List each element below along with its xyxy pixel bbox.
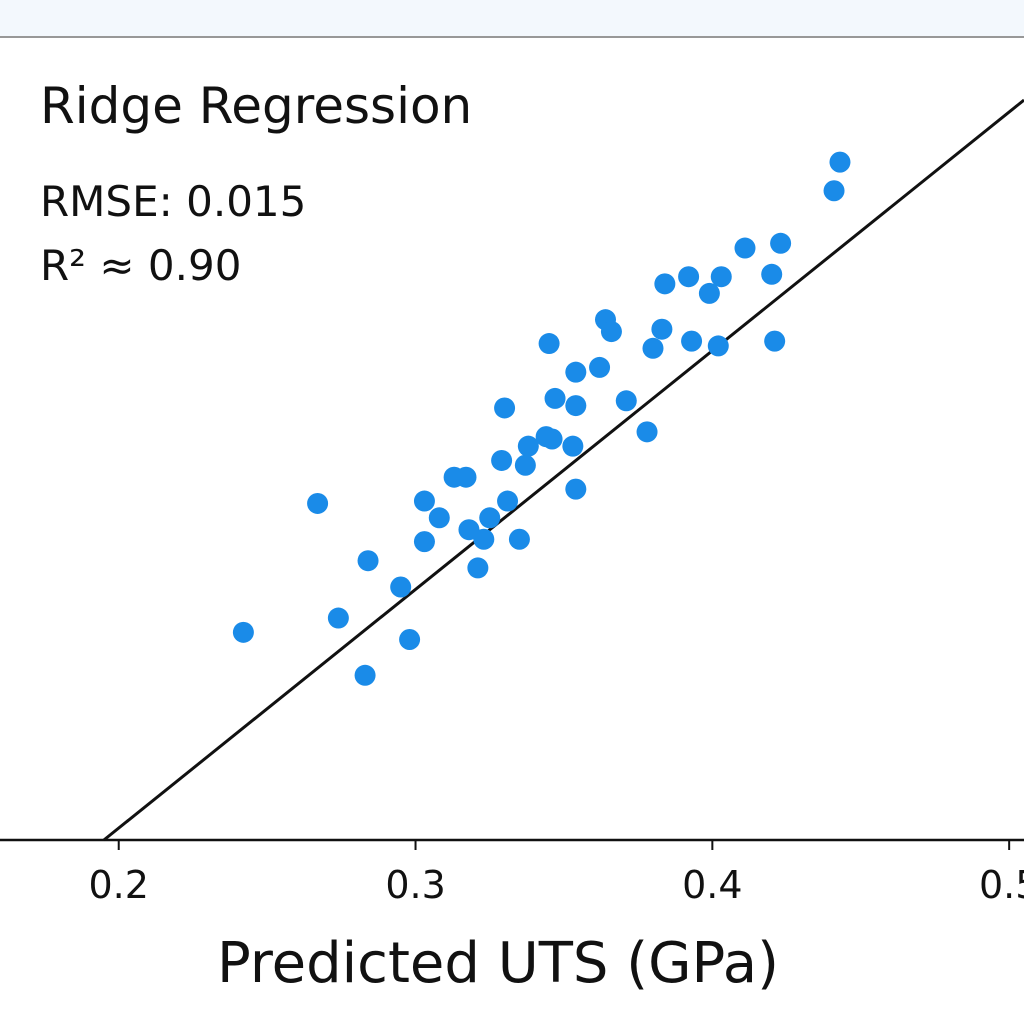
point bbox=[654, 273, 676, 295]
x-tick-label: 0.3 bbox=[385, 863, 445, 907]
point bbox=[455, 466, 477, 488]
point bbox=[458, 519, 480, 541]
x-tick-label: 0.4 bbox=[682, 863, 742, 907]
point bbox=[764, 330, 786, 352]
point bbox=[544, 387, 566, 409]
point bbox=[823, 180, 845, 202]
point bbox=[508, 528, 530, 550]
point bbox=[678, 266, 700, 288]
x-tick-label: 0.2 bbox=[89, 863, 149, 907]
point bbox=[413, 531, 435, 553]
annotation: RMSE: 0.015 bbox=[40, 177, 306, 226]
point bbox=[494, 397, 516, 419]
point bbox=[562, 435, 584, 457]
point bbox=[565, 478, 587, 500]
point bbox=[600, 321, 622, 343]
point bbox=[541, 428, 563, 450]
reference-line bbox=[102, 98, 1024, 842]
point bbox=[651, 318, 673, 340]
point bbox=[467, 557, 489, 579]
point bbox=[538, 333, 560, 355]
point bbox=[642, 337, 664, 359]
point bbox=[428, 507, 450, 529]
point bbox=[681, 330, 703, 352]
point bbox=[354, 664, 376, 686]
point bbox=[413, 490, 435, 512]
point bbox=[770, 232, 792, 254]
point bbox=[327, 607, 349, 629]
point bbox=[399, 629, 421, 650]
point bbox=[565, 361, 587, 383]
point bbox=[491, 449, 513, 471]
point bbox=[497, 490, 519, 512]
point bbox=[707, 335, 729, 357]
point bbox=[589, 356, 611, 378]
point bbox=[565, 395, 587, 417]
point bbox=[829, 151, 851, 173]
annotation: R² ≈ 0.90 bbox=[40, 241, 241, 290]
top-bar bbox=[0, 0, 1024, 36]
point bbox=[734, 237, 756, 259]
point bbox=[357, 550, 379, 572]
point bbox=[514, 454, 536, 476]
point bbox=[710, 266, 732, 288]
point bbox=[390, 576, 412, 598]
chart-title: Ridge Regression bbox=[40, 77, 472, 135]
point bbox=[698, 282, 720, 304]
point bbox=[307, 492, 329, 514]
point bbox=[479, 507, 501, 529]
point bbox=[232, 621, 254, 643]
x-axis-label: Predicted UTS (GPa) bbox=[217, 931, 779, 996]
point bbox=[517, 435, 539, 457]
point bbox=[761, 263, 783, 285]
point bbox=[473, 528, 495, 550]
point bbox=[615, 390, 637, 412]
x-tick-label: 0.5 bbox=[979, 863, 1024, 907]
point bbox=[636, 421, 658, 443]
